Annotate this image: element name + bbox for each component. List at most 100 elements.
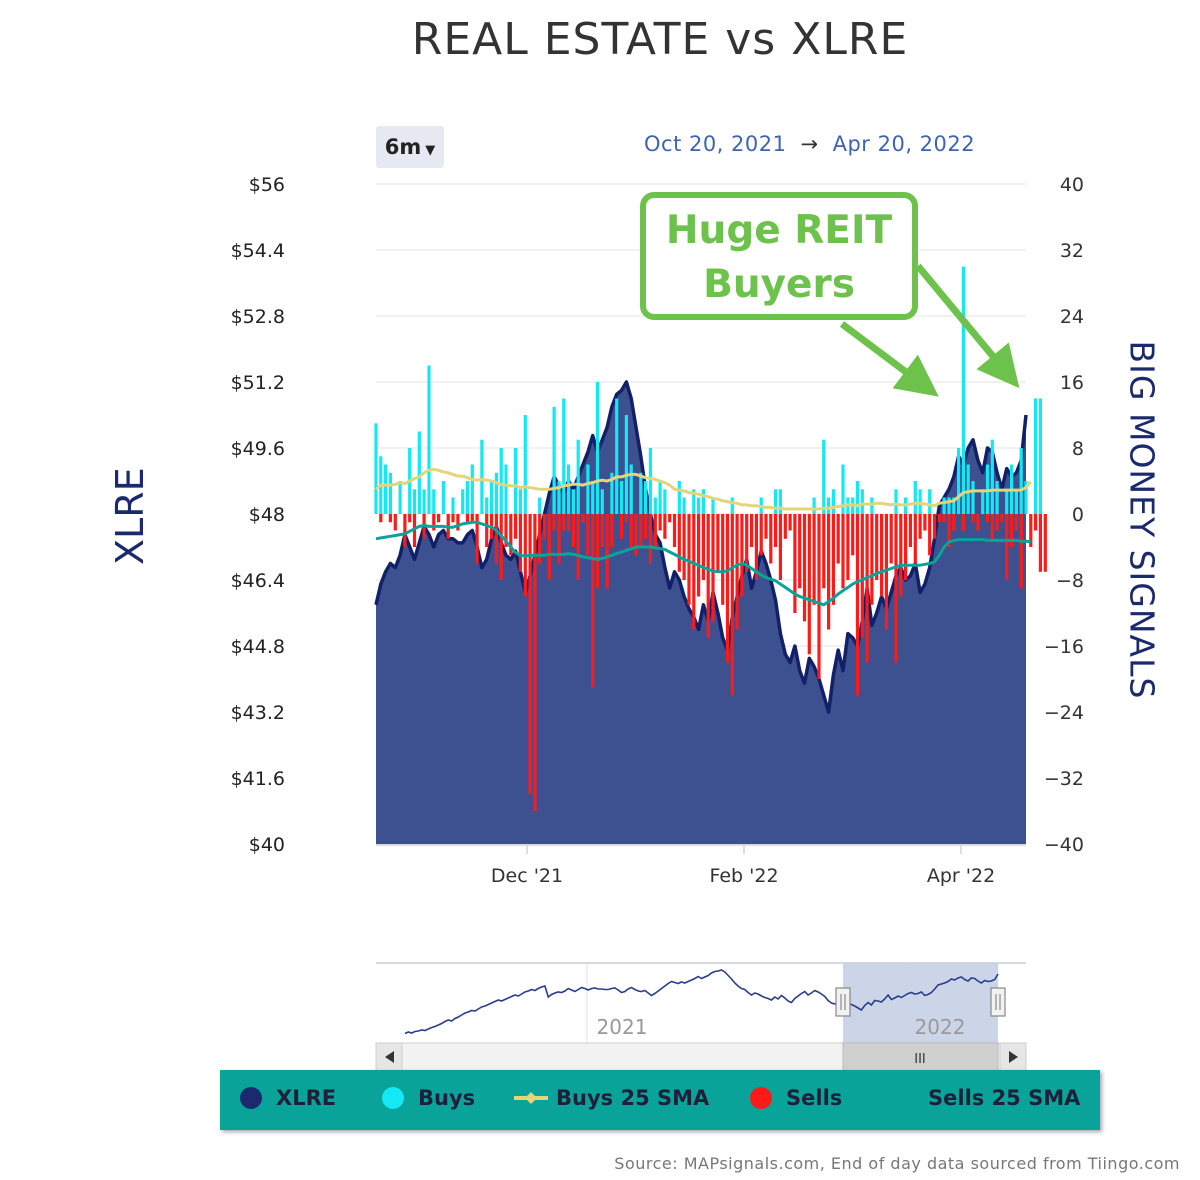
buy-bar [518, 489, 522, 515]
sell-bar [403, 514, 407, 547]
sell-bar [682, 514, 686, 580]
sell-bar [514, 514, 518, 539]
sell-bar [976, 514, 980, 531]
sell-bar [648, 514, 652, 564]
buy-bar [957, 448, 961, 514]
scrollbar-thumb[interactable] [842, 1042, 999, 1072]
right-tick-label: −40 [1044, 834, 1084, 856]
date-range-from[interactable]: Oct 20, 2021 [644, 132, 787, 156]
sell-bar [571, 514, 575, 547]
sell-bar [750, 514, 754, 547]
sell-bar [802, 514, 807, 622]
sell-bar [971, 514, 975, 523]
xlre-area-series [374, 380, 1028, 844]
sell-bar [961, 514, 965, 531]
buy-bar [1019, 448, 1023, 514]
callout-arrows [839, 263, 1020, 397]
buy-bar [663, 489, 667, 515]
sell-bar [668, 514, 672, 523]
sell-bar [788, 514, 792, 531]
sell-bar [388, 514, 392, 523]
buy-bar [417, 431, 421, 514]
sell-bar [807, 514, 811, 655]
legend-dot-icon [750, 1087, 772, 1109]
sell-bar [908, 514, 912, 547]
sell-bar [600, 514, 604, 547]
buy-bar [485, 497, 489, 514]
sell-bar [990, 514, 994, 539]
right-tick-label: 40 [1060, 174, 1084, 196]
sell-bar [937, 514, 941, 523]
sell-bar [918, 514, 922, 539]
sell-bar [456, 514, 460, 531]
buy-bar [595, 382, 600, 514]
buy-bar [995, 481, 999, 514]
legend-item-buys-25-sma[interactable]: Buys 25 SMA [514, 1086, 709, 1110]
x-axis: Dec '21 Feb '22 Apr '22 [376, 844, 1026, 887]
buy-bar [682, 497, 686, 514]
right-tick-label: 32 [1060, 240, 1084, 262]
left-tick-label: $43.2 [231, 702, 285, 724]
sell-bar [851, 514, 855, 556]
navigator-handle[interactable] [990, 987, 1006, 1017]
legend-item-xlre[interactable]: XLRE [240, 1086, 336, 1110]
sell-bar [658, 514, 662, 531]
buy-bar [388, 472, 392, 515]
right-axis-ticks: 40 32 24 16 8 0 −8 −16 −24 −32 −40 [1044, 174, 1084, 856]
sell-bar [620, 514, 624, 539]
scrollbar-grip-icon: III [914, 1052, 926, 1067]
sell-bar [774, 514, 778, 547]
legend-label: Sells 25 SMA [928, 1086, 1081, 1110]
sell-bar [485, 514, 489, 547]
navigator-line [404, 969, 999, 1035]
range-selector-dropdown[interactable]: 6m ▼ [376, 126, 444, 168]
sell-bar [822, 514, 826, 589]
right-tick-label: −16 [1044, 636, 1084, 658]
legend-item-sells[interactable]: Sells [750, 1086, 842, 1110]
buy-bar [913, 481, 917, 514]
sell-bar [634, 514, 638, 556]
legend-item-sells-25-sma[interactable]: Sells 25 SMA [928, 1086, 1080, 1110]
sell-bar [812, 514, 816, 605]
left-tick-label: $40 [249, 834, 285, 856]
buy-bar [644, 481, 648, 514]
navigator-handle[interactable] [835, 987, 851, 1017]
legend: XLRE Buys Buys 25 SMA Sells Sells 25 SMA [220, 1070, 1100, 1130]
sell-bar [841, 514, 845, 589]
legend-item-buys[interactable]: Buys [382, 1086, 475, 1110]
sell-bar [465, 514, 470, 523]
sell-bar [1038, 514, 1042, 572]
buy-bar [451, 497, 455, 514]
sell-bar [894, 514, 898, 663]
sell-bar [393, 514, 397, 531]
sell-bar [518, 514, 522, 572]
sell-bar [716, 514, 720, 572]
sell-bar [663, 514, 667, 539]
sell-bar [1029, 514, 1033, 547]
right-tick-label: 16 [1060, 372, 1084, 394]
sell-bar [745, 514, 749, 572]
buy-bar [692, 489, 696, 515]
sell-bar [711, 514, 715, 622]
sell-bar [528, 514, 532, 795]
sell-bar [1014, 514, 1018, 531]
callout-arrow-right [915, 263, 1020, 389]
sell-bar [730, 514, 734, 696]
date-range-to[interactable]: Apr 20, 2022 [832, 132, 976, 156]
buy-bar [1034, 398, 1038, 514]
left-tick-label: $46.4 [231, 570, 285, 592]
callout-line-2: Buyers [703, 262, 855, 307]
buy-bar [441, 481, 445, 514]
legend-label: Buys 25 SMA [556, 1086, 710, 1110]
buy-bar [1014, 489, 1018, 515]
sell-bar [725, 514, 730, 663]
sell-bar [923, 514, 927, 531]
buy-bar [470, 464, 474, 514]
sma-lines [375, 467, 1032, 607]
buy-bar [966, 464, 970, 514]
buy-bar [942, 497, 946, 514]
buy-bar [894, 489, 898, 515]
sell-bar [1034, 514, 1038, 531]
sell-bar [586, 514, 590, 556]
buy-bar [591, 481, 595, 514]
